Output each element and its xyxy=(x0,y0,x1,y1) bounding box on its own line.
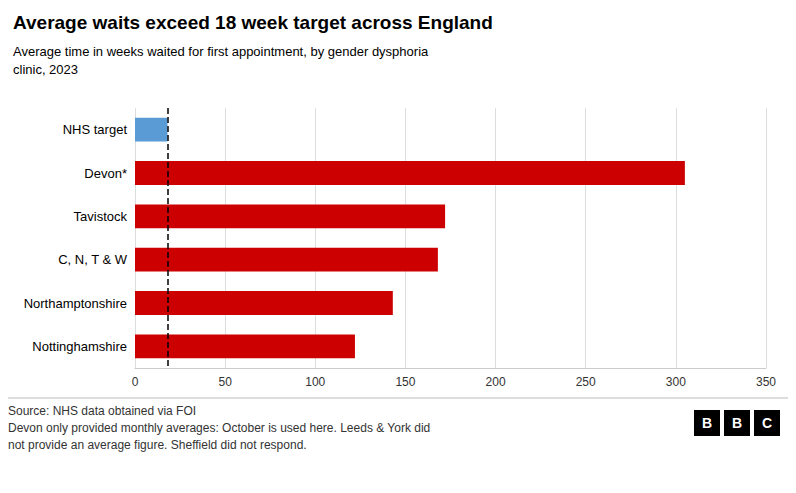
svg-text:Nottinghamshire: Nottinghamshire xyxy=(32,339,127,354)
svg-text:Devon only provided monthly av: Devon only provided monthly averages: Oc… xyxy=(8,421,430,435)
svg-text:Source: NHS data obtained via: Source: NHS data obtained via FOI xyxy=(8,404,196,418)
svg-text:50: 50 xyxy=(218,375,232,389)
svg-text:Average time in weeks waited f: Average time in weeks waited for first a… xyxy=(13,44,429,59)
svg-text:0: 0 xyxy=(132,375,139,389)
svg-text:300: 300 xyxy=(666,375,686,389)
svg-text:clinic, 2023: clinic, 2023 xyxy=(13,62,78,77)
svg-text:Devon*: Devon* xyxy=(84,166,127,181)
svg-text:150: 150 xyxy=(395,375,415,389)
svg-text:Average waits exceed 18 week t: Average waits exceed 18 week target acro… xyxy=(13,12,493,33)
svg-text:250: 250 xyxy=(576,375,596,389)
svg-text:NHS target: NHS target xyxy=(63,122,128,137)
svg-text:350: 350 xyxy=(756,375,776,389)
svg-text:C, N, T & W: C, N, T & W xyxy=(58,252,128,267)
svg-text:200: 200 xyxy=(486,375,506,389)
svg-text:C: C xyxy=(762,415,772,431)
svg-text:B: B xyxy=(732,415,742,431)
svg-text:100: 100 xyxy=(305,375,325,389)
svg-text:Tavistock: Tavistock xyxy=(74,209,128,224)
svg-text:Northamptonshire: Northamptonshire xyxy=(24,296,127,311)
svg-text:not provide an average figure.: not provide an average figure. Sheffield… xyxy=(8,438,307,452)
svg-text:B: B xyxy=(702,415,712,431)
